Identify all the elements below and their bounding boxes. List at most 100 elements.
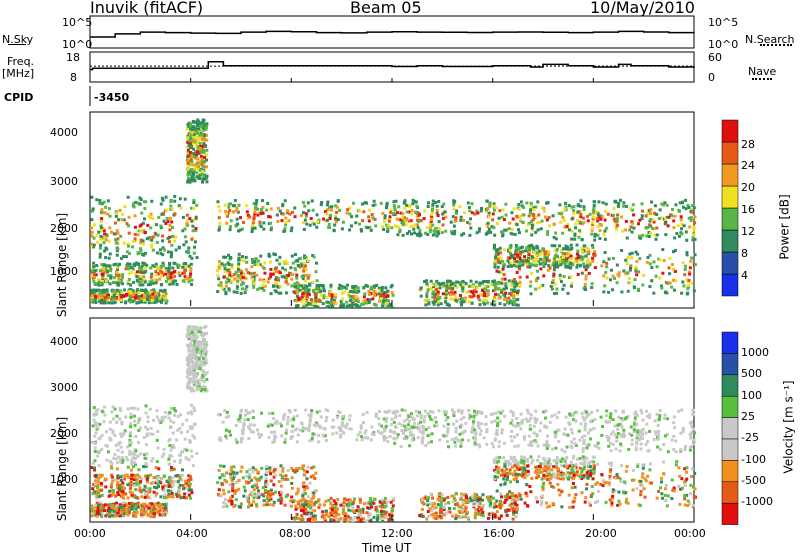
heatmap-cell	[149, 432, 152, 435]
heatmap-cell	[202, 139, 205, 142]
heatmap-cell	[308, 284, 311, 287]
heatmap-cell	[432, 301, 435, 304]
heatmap-cell	[684, 265, 687, 268]
heatmap-cell	[303, 469, 306, 472]
heatmap-cell	[583, 265, 586, 268]
heatmap-cell	[187, 382, 190, 385]
heatmap-cell	[633, 286, 636, 289]
heatmap-cell	[270, 292, 273, 295]
heatmap-cell	[252, 466, 255, 469]
heatmap-cell	[502, 268, 505, 271]
heatmap-cell	[297, 304, 300, 307]
heatmap-cell	[320, 415, 323, 418]
heatmap-cell	[604, 219, 607, 222]
heatmap-cell	[581, 238, 584, 241]
heatmap-cell	[190, 412, 193, 415]
heatmap-cell	[127, 196, 130, 199]
heatmap-cell	[167, 277, 170, 280]
heatmap-cell	[170, 220, 173, 223]
heatmap-cell	[185, 240, 188, 243]
heatmap-cell	[186, 430, 189, 433]
heatmap-cell	[322, 434, 325, 437]
heatmap-cell	[530, 233, 533, 236]
heatmap-cell	[566, 225, 569, 228]
heatmap-cell	[145, 434, 148, 437]
heatmap-cell	[632, 213, 635, 216]
heatmap-cell	[117, 274, 120, 277]
heatmap-cell	[279, 464, 282, 467]
heatmap-cell	[191, 365, 194, 368]
heatmap-cell	[380, 202, 383, 205]
heatmap-cell	[608, 258, 611, 261]
heatmap-cell	[343, 497, 346, 500]
heatmap-cell	[394, 208, 397, 211]
heatmap-cell	[381, 289, 384, 292]
heatmap-cell	[108, 264, 111, 267]
heatmap-cell	[329, 291, 332, 294]
heatmap-cell	[427, 205, 430, 208]
heatmap-cell	[163, 493, 166, 496]
heatmap-cell	[537, 213, 540, 216]
heatmap-cell	[307, 201, 310, 204]
heatmap-cell	[363, 292, 366, 295]
heatmap-cell	[581, 272, 584, 275]
heatmap-cell	[431, 224, 434, 227]
heatmap-cell	[290, 505, 293, 508]
heatmap-cell	[504, 292, 507, 295]
heatmap-cell	[487, 222, 490, 225]
heatmap-cell	[108, 207, 111, 210]
heatmap-cell	[607, 291, 610, 294]
heatmap-cell	[370, 229, 373, 232]
heatmap-cell	[518, 231, 521, 234]
heatmap-cell	[530, 272, 533, 275]
heatmap-cell	[93, 435, 96, 438]
heatmap-cell	[371, 213, 374, 216]
heatmap-cell	[218, 469, 221, 472]
heatmap-cell	[371, 297, 374, 300]
heatmap-cell	[352, 510, 355, 513]
heatmap-cell	[291, 211, 294, 214]
heatmap-cell	[603, 284, 606, 287]
heatmap-cell	[635, 266, 638, 269]
heatmap-cell	[620, 290, 623, 293]
heatmap-cell	[381, 431, 384, 434]
heatmap-cell	[121, 421, 124, 424]
heatmap-cell	[392, 200, 395, 203]
heatmap-cell	[325, 416, 328, 419]
heatmap-cell	[616, 264, 619, 267]
heatmap-cell	[196, 151, 199, 154]
heatmap-cell	[205, 177, 208, 180]
heatmap-cell	[152, 419, 155, 422]
heatmap-cell	[146, 478, 149, 481]
heatmap-cell	[172, 282, 175, 285]
heatmap-cell	[315, 270, 318, 273]
heatmap-cell	[228, 209, 231, 212]
heatmap-cell	[536, 200, 539, 203]
heatmap-cell	[153, 491, 156, 494]
heatmap-cell	[336, 416, 339, 419]
heatmap-cell	[303, 488, 306, 491]
heatmap-cell	[147, 506, 150, 509]
heatmap-cell	[99, 238, 102, 241]
heatmap-cell	[193, 381, 196, 384]
heatmap-cell	[312, 492, 315, 495]
heatmap-cell	[167, 458, 170, 461]
heatmap-cell	[257, 263, 260, 266]
heatmap-cell	[130, 407, 133, 410]
heatmap-cell	[168, 476, 171, 479]
heatmap-cell	[300, 214, 303, 217]
heatmap-cell	[468, 222, 471, 225]
heatmap-cell	[612, 214, 615, 217]
heatmap-cell	[161, 235, 164, 238]
heatmap-cell	[228, 203, 231, 206]
heatmap-cell	[471, 202, 474, 205]
heatmap-cell	[253, 282, 256, 285]
heatmap-cell	[492, 212, 495, 215]
heatmap-cell	[510, 211, 513, 214]
heatmap-cell	[297, 488, 300, 491]
heatmap-cell	[133, 461, 136, 464]
heatmap-cell	[553, 222, 556, 225]
heatmap-cell	[311, 281, 314, 284]
heatmap-cell	[107, 274, 110, 277]
heatmap-cell	[177, 480, 180, 483]
